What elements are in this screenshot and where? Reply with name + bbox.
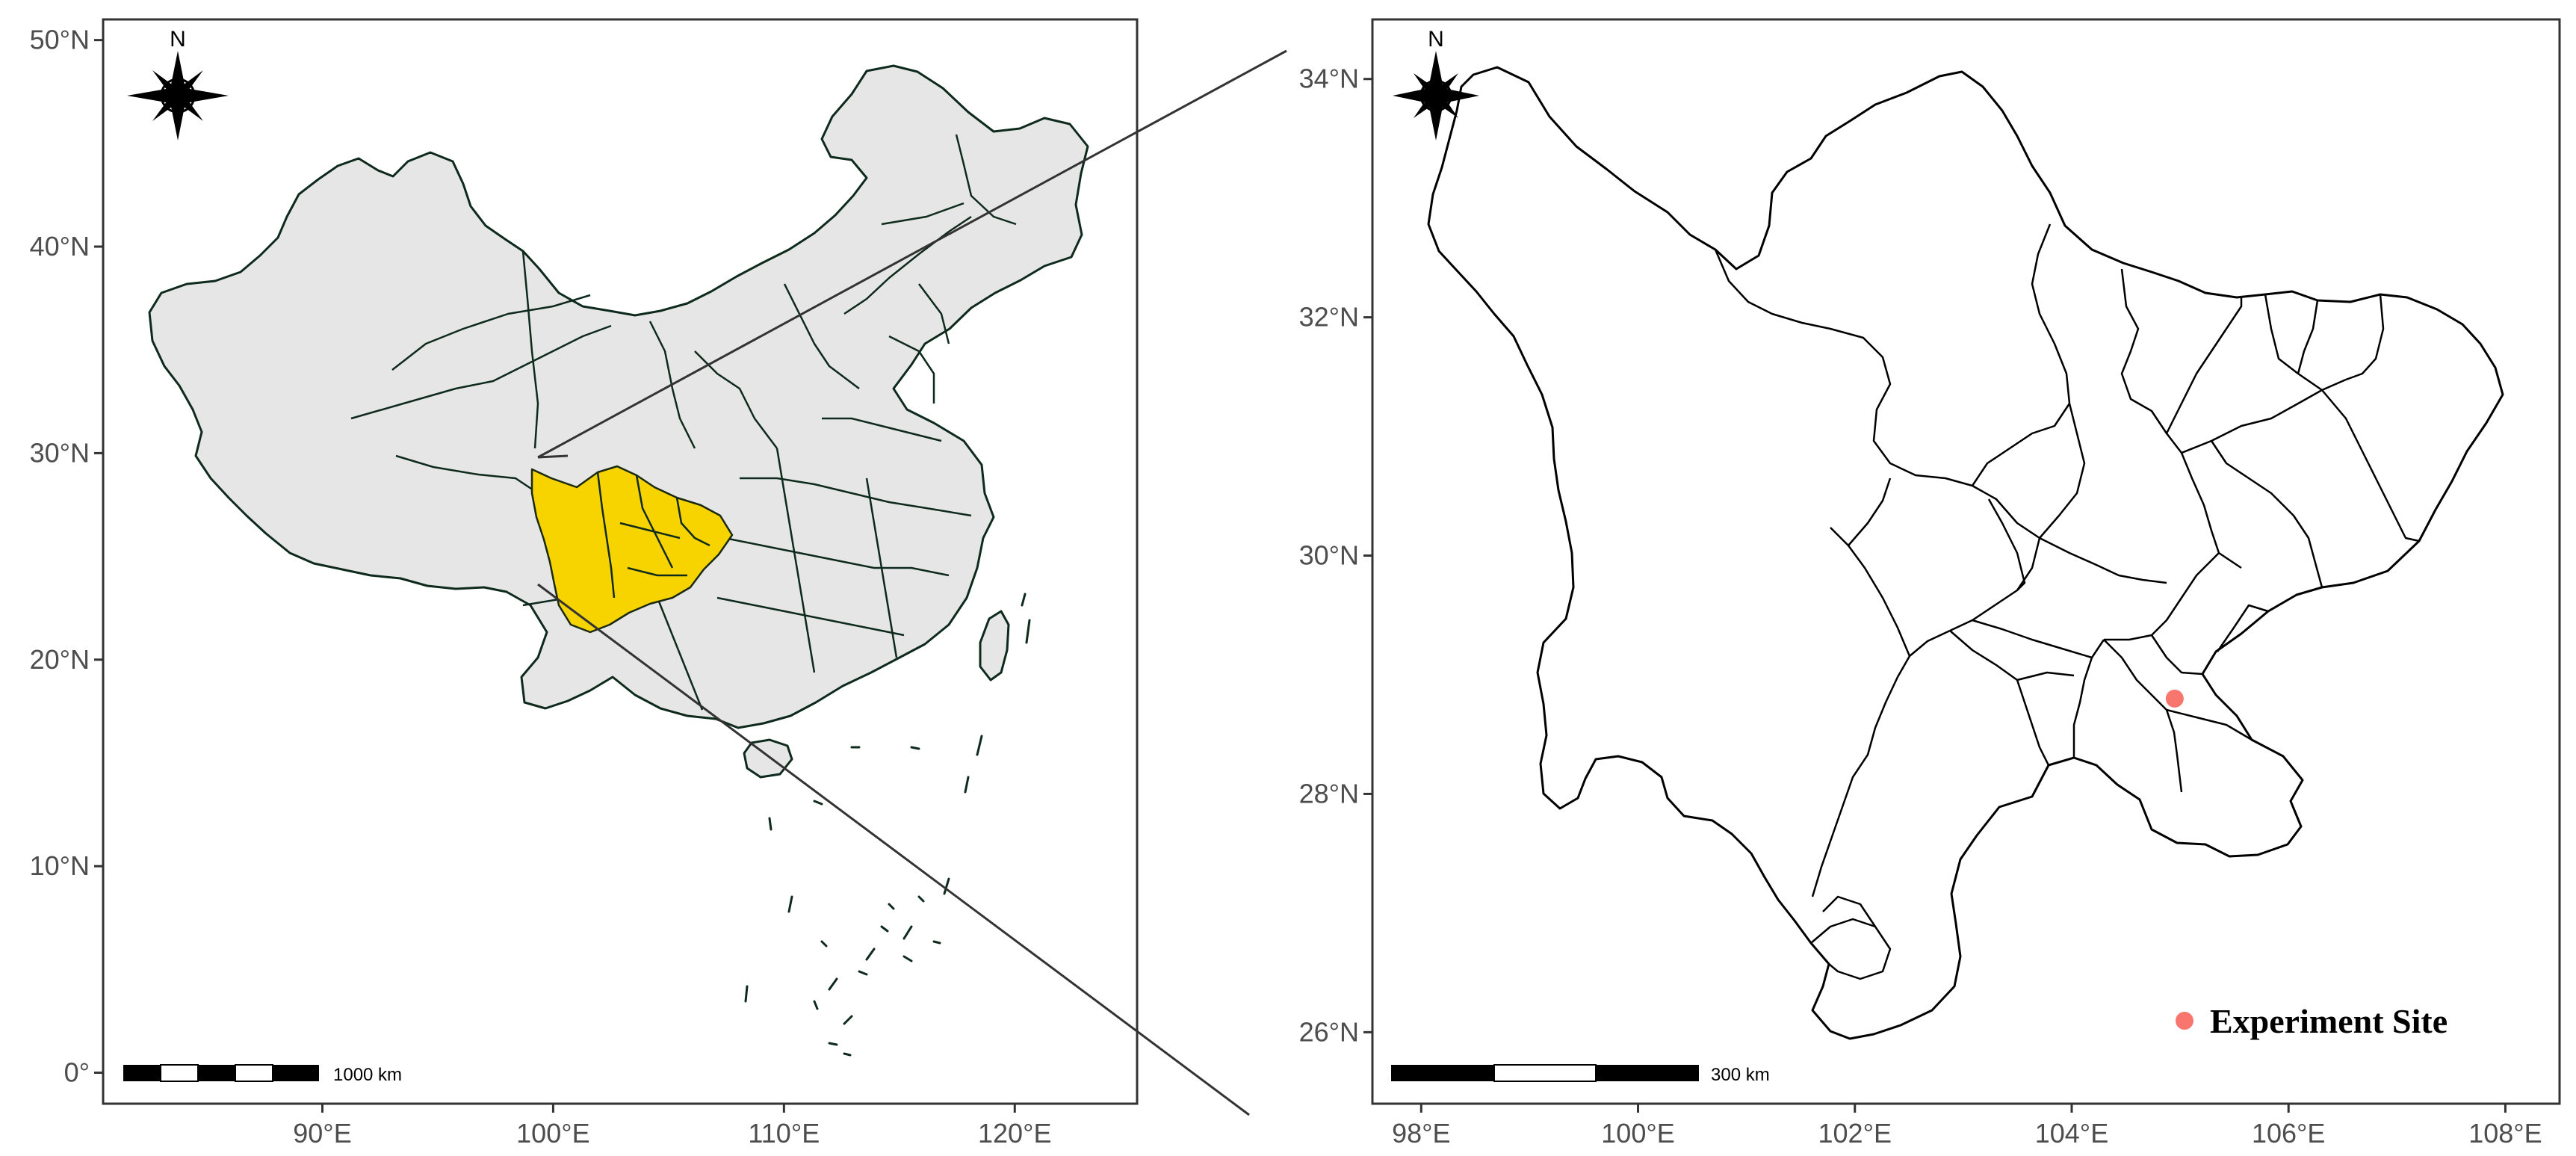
scale-label-right: 300 km (1711, 1065, 1770, 1085)
hainan-island (743, 738, 793, 779)
china-axes: 90°E 100°E 110°E 120°E 0° 10°N 20°N 30°N 40°N 50°… (30, 25, 1052, 1149)
sichuan-x-tick-label: 108°E (2468, 1118, 2542, 1149)
sichuan-x-tick-label: 102°E (1818, 1118, 1892, 1149)
connector-upper-start (537, 454, 569, 459)
north-arrow-left: N (127, 27, 229, 140)
china-x-tick-label: 120°E (978, 1118, 1051, 1149)
china-x-tick-label: 100°E (516, 1118, 589, 1149)
sichuan-x-tick-label: 100°E (1601, 1118, 1674, 1149)
sichuan-y-tick-label: 30°N (1299, 540, 1359, 571)
zoom-connector-lines (537, 49, 1287, 1116)
north-label-right: N (1428, 27, 1444, 52)
legend-key-experiment-site (2176, 1012, 2193, 1030)
connector-lower (537, 583, 1250, 1116)
sichuan-axes: 98°E 100°E 102°E 104°E 106°E 108°E 26°N 28°N 30°… (1299, 64, 2542, 1149)
sichuan-y-tick-label: 28°N (1299, 778, 1359, 809)
scale-label-left: 1000 km (333, 1065, 402, 1085)
north-arrow-right: N (1393, 27, 1479, 140)
legend-label-experiment-site: Experiment Site (2210, 1002, 2447, 1040)
china-y-tick-label: 50°N (30, 25, 90, 55)
sichuan-y-tick-label: 26°N (1299, 1016, 1359, 1047)
sichuan-province-outline (1427, 66, 2504, 1040)
china-mainland (148, 64, 1089, 729)
sichuan-y-tick-label: 34°N (1299, 64, 1359, 94)
china-y-tick-label: 20°N (30, 644, 90, 675)
scale-bar-left: 1000 km (123, 1064, 402, 1085)
sichuan-highlight (530, 465, 734, 634)
connector-upper (537, 49, 1287, 459)
china-map-panel: N 1000 km 90°E 100°E 110°E 120°E 0° 10°N 20°N 3… (30, 18, 1139, 1149)
china-x-tick-label: 90°E (293, 1118, 351, 1149)
north-label-left: N (170, 27, 186, 52)
sichuan-y-tick-label: 32°N (1299, 302, 1359, 333)
china-y-tick-label: 30°N (30, 437, 90, 468)
south-china-sea-islands (744, 593, 1031, 1057)
china-y-tick-label: 0° (64, 1057, 90, 1088)
experiment-site-marker (2165, 689, 2184, 708)
china-y-tick-label: 40°N (30, 231, 90, 262)
scale-bar-right: 300 km (1391, 1064, 1770, 1085)
sichuan-map-panel: N 300 km Experiment Site 98°E 100°E 102°E 1… (1299, 18, 2561, 1149)
sichuan-prefecture-boundaries (1714, 223, 2420, 980)
taiwan-island (979, 610, 1010, 681)
sichuan-x-tick-label: 106°E (2252, 1118, 2325, 1149)
legend: Experiment Site (2176, 1002, 2447, 1040)
sichuan-prefecture-lines-small (596, 472, 710, 599)
china-y-tick-label: 10°N (30, 850, 90, 881)
sichuan-x-tick-label: 98°E (1392, 1118, 1450, 1149)
china-x-tick-label: 110°E (748, 1118, 820, 1149)
sichuan-x-tick-label: 104°E (2035, 1118, 2108, 1149)
